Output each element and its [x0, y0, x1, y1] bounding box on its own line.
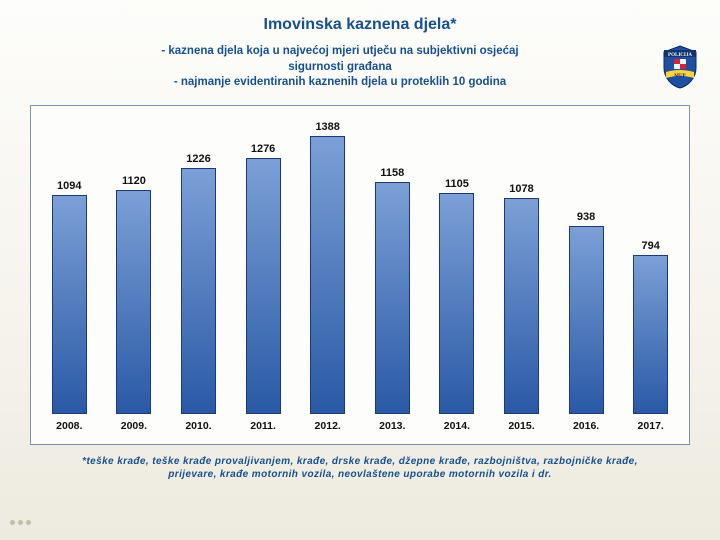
bar-value-label: 1158: [380, 167, 404, 179]
x-axis-label: 2014.: [425, 420, 490, 432]
subtitle-line-2: sigurnosti građana: [288, 61, 392, 73]
bar-column: 1120: [105, 175, 163, 414]
x-axis-label: 2016.: [554, 420, 619, 432]
bar-column: 1078: [492, 183, 550, 414]
x-axis-label: 2015.: [489, 420, 554, 432]
bar-value-label: 1094: [57, 180, 81, 192]
x-axis-label: 2017.: [618, 420, 683, 432]
x-axis-label: 2013.: [360, 420, 425, 432]
bar-column: 794: [622, 240, 680, 414]
svg-text:MUP: MUP: [674, 74, 685, 79]
svg-text:POLICIJA: POLICIJA: [668, 53, 692, 58]
bar: [504, 198, 539, 414]
bar: [181, 168, 216, 413]
bar: [569, 226, 604, 414]
bar: [116, 190, 151, 414]
bar-column: 1226: [169, 153, 227, 413]
bar-column: 1094: [40, 180, 98, 414]
subtitle-line-1: - kaznena djela koja u najvećoj mjeri ut…: [161, 45, 518, 57]
bar-value-label: 1105: [445, 178, 469, 190]
bar: [633, 255, 668, 414]
subtitle-text: - kaznena djela koja u najvećoj mjeri ut…: [20, 44, 660, 91]
slide-dots-icon: [10, 512, 34, 530]
page-title: Imovinska kaznena djela*: [0, 0, 720, 34]
bar-value-label: 1276: [251, 143, 275, 155]
bar: [310, 136, 345, 414]
x-axis-label: 2009.: [102, 420, 167, 432]
bar: [439, 193, 474, 414]
bar-value-label: 1078: [509, 183, 533, 195]
bar: [375, 182, 410, 414]
x-axis-label: 2012.: [295, 420, 360, 432]
bar-value-label: 1226: [186, 153, 210, 165]
bar-column: 1105: [428, 178, 486, 414]
bar: [52, 195, 87, 414]
bar-value-label: 938: [577, 211, 595, 223]
footnote-text: *teške krađe, teške krađe provaljivanjem…: [60, 455, 660, 482]
bar-column: 1388: [299, 121, 357, 414]
subtitle-line-3: - najmanje evidentiranih kaznenih djela …: [174, 76, 506, 88]
bar-value-label: 1120: [122, 175, 146, 187]
x-axis-label: 2010.: [166, 420, 231, 432]
bar: [246, 158, 281, 413]
bar-column: 1158: [363, 167, 421, 414]
bar-value-label: 1388: [315, 121, 339, 133]
chart-plot-area: 1094 1120 1226 1276 1388 1158 1105 1078 938 794: [37, 114, 683, 414]
policija-mup-badge-icon: POLICIJA MUP: [660, 44, 700, 90]
chart-x-axis: 2008.2009.2010.2011.2012.2013.2014.2015.…: [37, 420, 683, 438]
subtitle-row: - kaznena djela koja u najvećoj mjeri ut…: [0, 44, 720, 91]
bar-value-label: 794: [642, 240, 660, 252]
x-axis-label: 2008.: [37, 420, 102, 432]
x-axis-label: 2011.: [231, 420, 296, 432]
bar-chart: 1094 1120 1226 1276 1388 1158 1105 1078 938 794 2…: [30, 105, 690, 445]
bar-column: 938: [557, 211, 615, 414]
bar-column: 1276: [234, 143, 292, 413]
